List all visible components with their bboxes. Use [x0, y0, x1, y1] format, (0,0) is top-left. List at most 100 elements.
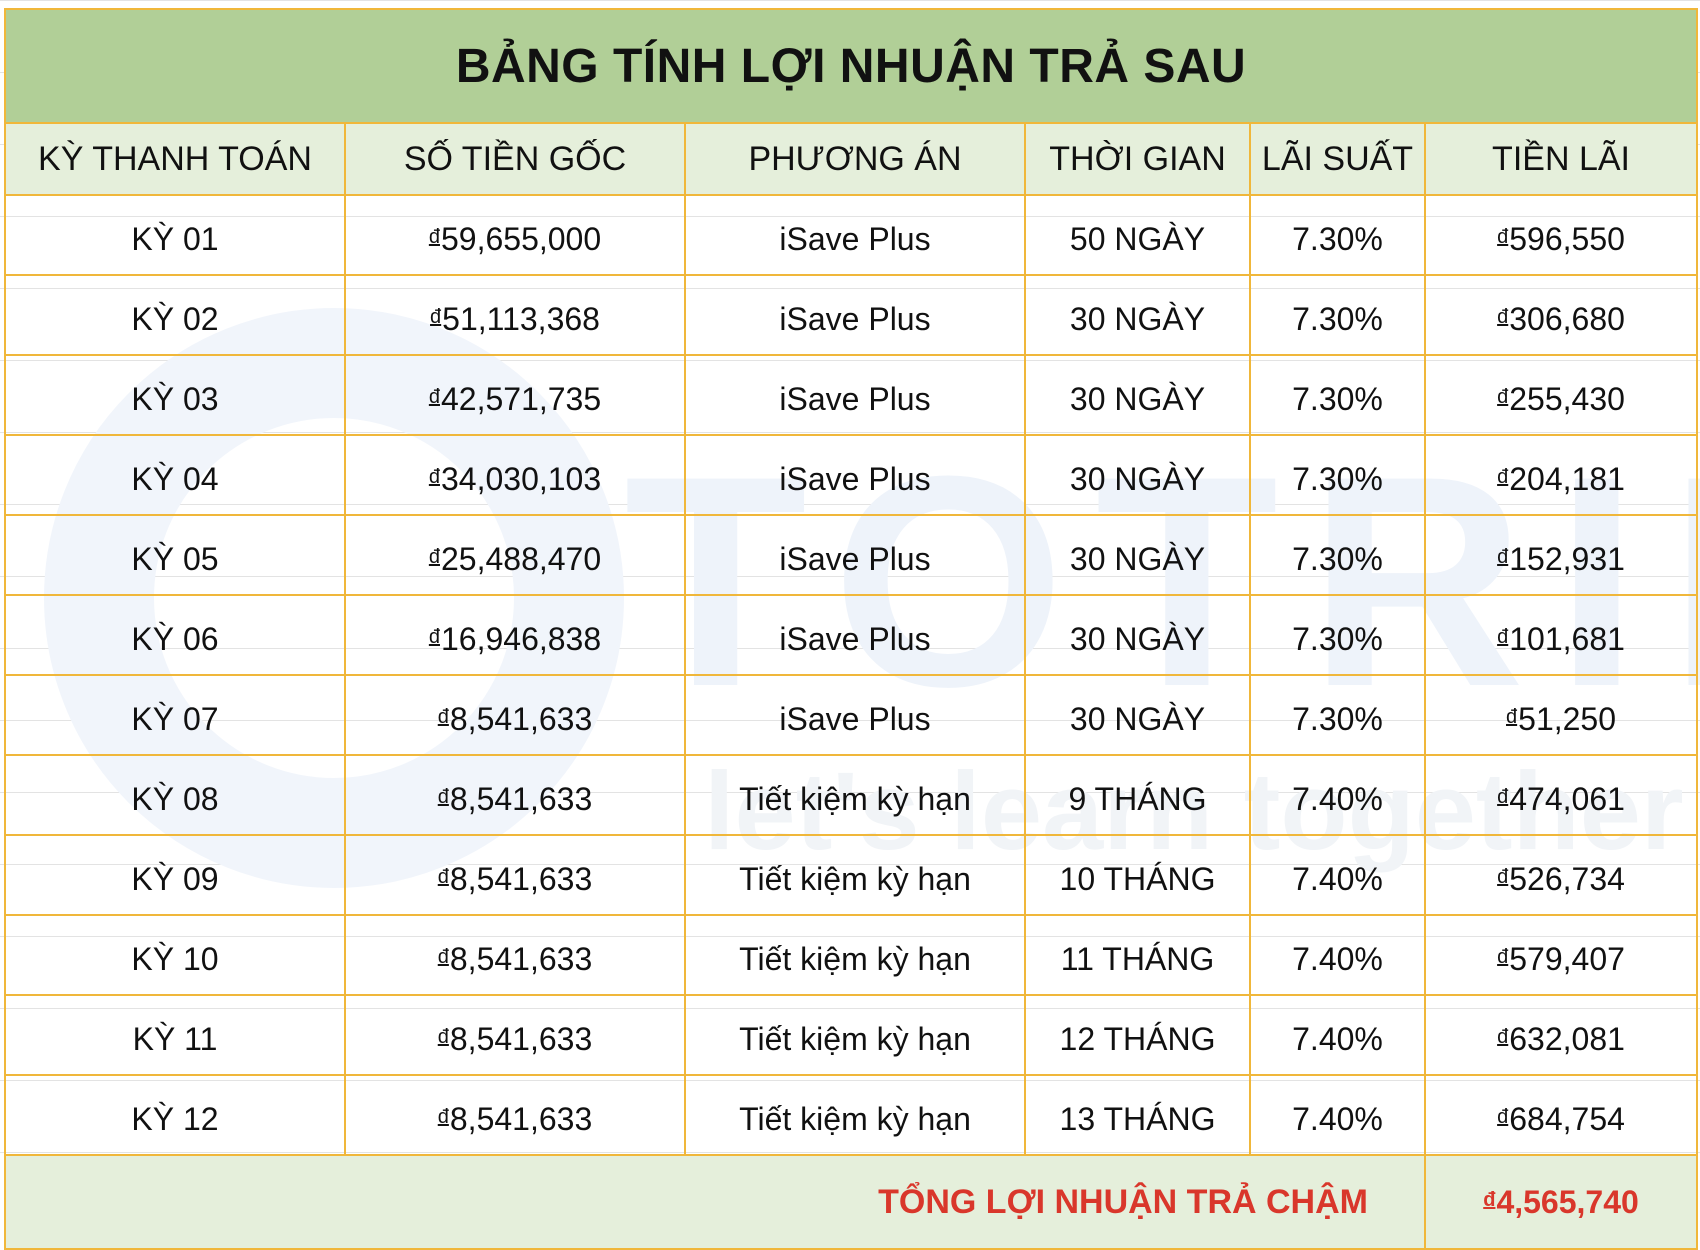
cell-principal[interactable]: đ25,488,470 [344, 514, 686, 596]
cell-rate[interactable]: 7.40% [1249, 834, 1426, 916]
cell-rate[interactable]: 7.40% [1249, 1074, 1426, 1156]
cell-plan[interactable]: iSave Plus [684, 274, 1026, 356]
cell-duration[interactable]: 10 THÁNG [1024, 834, 1251, 916]
cell-period[interactable]: KỲ 07 [4, 674, 346, 756]
cell-duration[interactable]: 13 THÁNG [1024, 1074, 1251, 1156]
cell-principal[interactable]: đ8,541,633 [344, 754, 686, 836]
cell-period[interactable]: KỲ 12 [4, 1074, 346, 1156]
cell-interest[interactable]: đ152,931 [1423, 514, 1699, 596]
cell-plan[interactable]: iSave Plus [684, 514, 1026, 596]
cell-principal[interactable]: đ59,655,000 [344, 194, 686, 276]
total-label[interactable]: TỔNG LỢI NHUẬN TRẢ CHẬM [4, 1154, 1426, 1250]
table-row: KỲ 12 đ8,541,633 Tiết kiệm kỳ hạn 13 THÁNG 7… [4, 1074, 1699, 1156]
cell-interest-value: 579,407 [1509, 940, 1625, 977]
cell-rate[interactable]: 7.30% [1249, 354, 1426, 436]
cell-principal[interactable]: đ8,541,633 [344, 994, 686, 1076]
cell-duration-value: 12 THÁNG [1059, 1020, 1216, 1057]
cell-plan[interactable]: Tiết kiệm kỳ hạn [684, 914, 1026, 996]
cell-plan[interactable]: iSave Plus [684, 434, 1026, 516]
cell-interest[interactable]: đ596,550 [1423, 194, 1699, 276]
column-header-rate[interactable]: LÃI SUẤT [1249, 122, 1426, 196]
column-header-duration[interactable]: THỜI GIAN [1024, 122, 1251, 196]
cell-period[interactable]: KỲ 09 [4, 834, 346, 916]
cell-plan-value: iSave Plus [779, 460, 931, 497]
cell-rate-value: 7.40% [1292, 1100, 1383, 1137]
cell-rate[interactable]: 7.30% [1249, 194, 1426, 276]
cell-period[interactable]: KỲ 06 [4, 594, 346, 676]
currency-symbol: đ [428, 545, 440, 568]
cell-duration[interactable]: 30 NGÀY [1024, 514, 1251, 596]
cell-duration[interactable]: 30 NGÀY [1024, 354, 1251, 436]
cell-duration[interactable]: 50 NGÀY [1024, 194, 1251, 276]
currency-symbol: đ [1497, 785, 1509, 808]
cell-interest[interactable]: đ255,430 [1423, 354, 1699, 436]
cell-period[interactable]: KỲ 02 [4, 274, 346, 356]
table-title[interactable]: BẢNG TÍNH LỢI NHUẬN TRẢ SAU [3, 8, 1699, 124]
cell-period[interactable]: KỲ 10 [4, 914, 346, 996]
cell-period[interactable]: KỲ 01 [4, 194, 346, 276]
cell-interest[interactable]: đ474,061 [1423, 754, 1699, 836]
cell-plan[interactable]: Tiết kiệm kỳ hạn [684, 994, 1026, 1076]
cell-interest[interactable]: đ51,250 [1423, 674, 1699, 756]
cell-principal[interactable]: đ8,541,633 [344, 834, 686, 916]
currency-symbol: đ [430, 305, 442, 328]
cell-rate-value: 7.30% [1292, 620, 1383, 657]
column-header-principal[interactable]: SỐ TIỀN GỐC [344, 122, 686, 196]
currency-symbol: đ [437, 705, 449, 728]
cell-principal[interactable]: đ16,946,838 [344, 594, 686, 676]
cell-period[interactable]: KỲ 05 [4, 514, 346, 596]
cell-principal-value: 59,655,000 [440, 220, 602, 257]
cell-duration-value: 10 THÁNG [1059, 860, 1216, 897]
cell-period[interactable]: KỲ 03 [4, 354, 346, 436]
cell-period[interactable]: KỲ 08 [4, 754, 346, 836]
cell-plan[interactable]: Tiết kiệm kỳ hạn [684, 834, 1026, 916]
cell-principal[interactable]: đ42,571,735 [344, 354, 686, 436]
cell-duration[interactable]: 30 NGÀY [1024, 434, 1251, 516]
cell-interest[interactable]: đ306,680 [1423, 274, 1699, 356]
cell-duration[interactable]: 30 NGÀY [1024, 674, 1251, 756]
cell-duration[interactable]: 9 THÁNG [1024, 754, 1251, 836]
cell-rate[interactable]: 7.40% [1249, 754, 1426, 836]
cell-plan[interactable]: iSave Plus [684, 594, 1026, 676]
cell-principal[interactable]: đ8,541,633 [344, 674, 686, 756]
cell-interest[interactable]: đ204,181 [1423, 434, 1699, 516]
cell-plan[interactable]: Tiết kiệm kỳ hạn [684, 1074, 1026, 1156]
cell-rate[interactable]: 7.30% [1249, 274, 1426, 356]
cell-duration[interactable]: 12 THÁNG [1024, 994, 1251, 1076]
cell-rate[interactable]: 7.30% [1249, 594, 1426, 676]
cell-principal[interactable]: đ34,030,103 [344, 434, 686, 516]
cell-interest-value: 152,931 [1509, 540, 1625, 577]
cell-plan[interactable]: Tiết kiệm kỳ hạn [684, 754, 1026, 836]
cell-rate[interactable]: 7.40% [1249, 914, 1426, 996]
cell-interest[interactable]: đ684,754 [1423, 1074, 1699, 1156]
cell-rate[interactable]: 7.30% [1249, 514, 1426, 596]
cell-rate[interactable]: 7.30% [1249, 674, 1426, 756]
cell-interest[interactable]: đ101,681 [1423, 594, 1699, 676]
cell-principal-value: 25,488,470 [440, 540, 602, 577]
cell-duration-value: 11 THÁNG [1060, 940, 1215, 977]
column-header-period[interactable]: KỲ THANH TOÁN [4, 122, 346, 196]
cell-rate[interactable]: 7.40% [1249, 994, 1426, 1076]
cell-duration[interactable]: 30 NGÀY [1024, 274, 1251, 356]
cell-period-value: KỲ 05 [131, 540, 219, 577]
cell-rate[interactable]: 7.30% [1249, 434, 1426, 516]
cell-interest[interactable]: đ526,734 [1423, 834, 1699, 916]
cell-plan[interactable]: iSave Plus [684, 674, 1026, 756]
cell-principal[interactable]: đ51,113,368 [344, 274, 686, 356]
cell-interest[interactable]: đ632,081 [1423, 994, 1699, 1076]
cell-duration[interactable]: 30 NGÀY [1024, 594, 1251, 676]
column-header-interest[interactable]: TIỀN LÃI [1423, 122, 1699, 196]
total-value-cell[interactable]: đ4,565,740 [1423, 1154, 1699, 1250]
cell-rate-value: 7.40% [1292, 860, 1383, 897]
cell-period[interactable]: KỲ 11 [4, 994, 346, 1076]
cell-period[interactable]: KỲ 04 [4, 434, 346, 516]
cell-plan[interactable]: iSave Plus [684, 354, 1026, 436]
cell-duration[interactable]: 11 THÁNG [1024, 914, 1251, 996]
column-header-plan[interactable]: PHƯƠNG ÁN [684, 122, 1026, 196]
table-row: KỲ 08 đ8,541,633 Tiết kiệm kỳ hạn 9 THÁNG 7.… [4, 754, 1699, 836]
cell-principal[interactable]: đ8,541,633 [344, 914, 686, 996]
table-row: KỲ 06 đ16,946,838 iSave Plus 30 NGÀY 7.30% đ1… [4, 594, 1699, 676]
cell-interest[interactable]: đ579,407 [1423, 914, 1699, 996]
cell-principal[interactable]: đ8,541,633 [344, 1074, 686, 1156]
cell-plan[interactable]: iSave Plus [684, 194, 1026, 276]
